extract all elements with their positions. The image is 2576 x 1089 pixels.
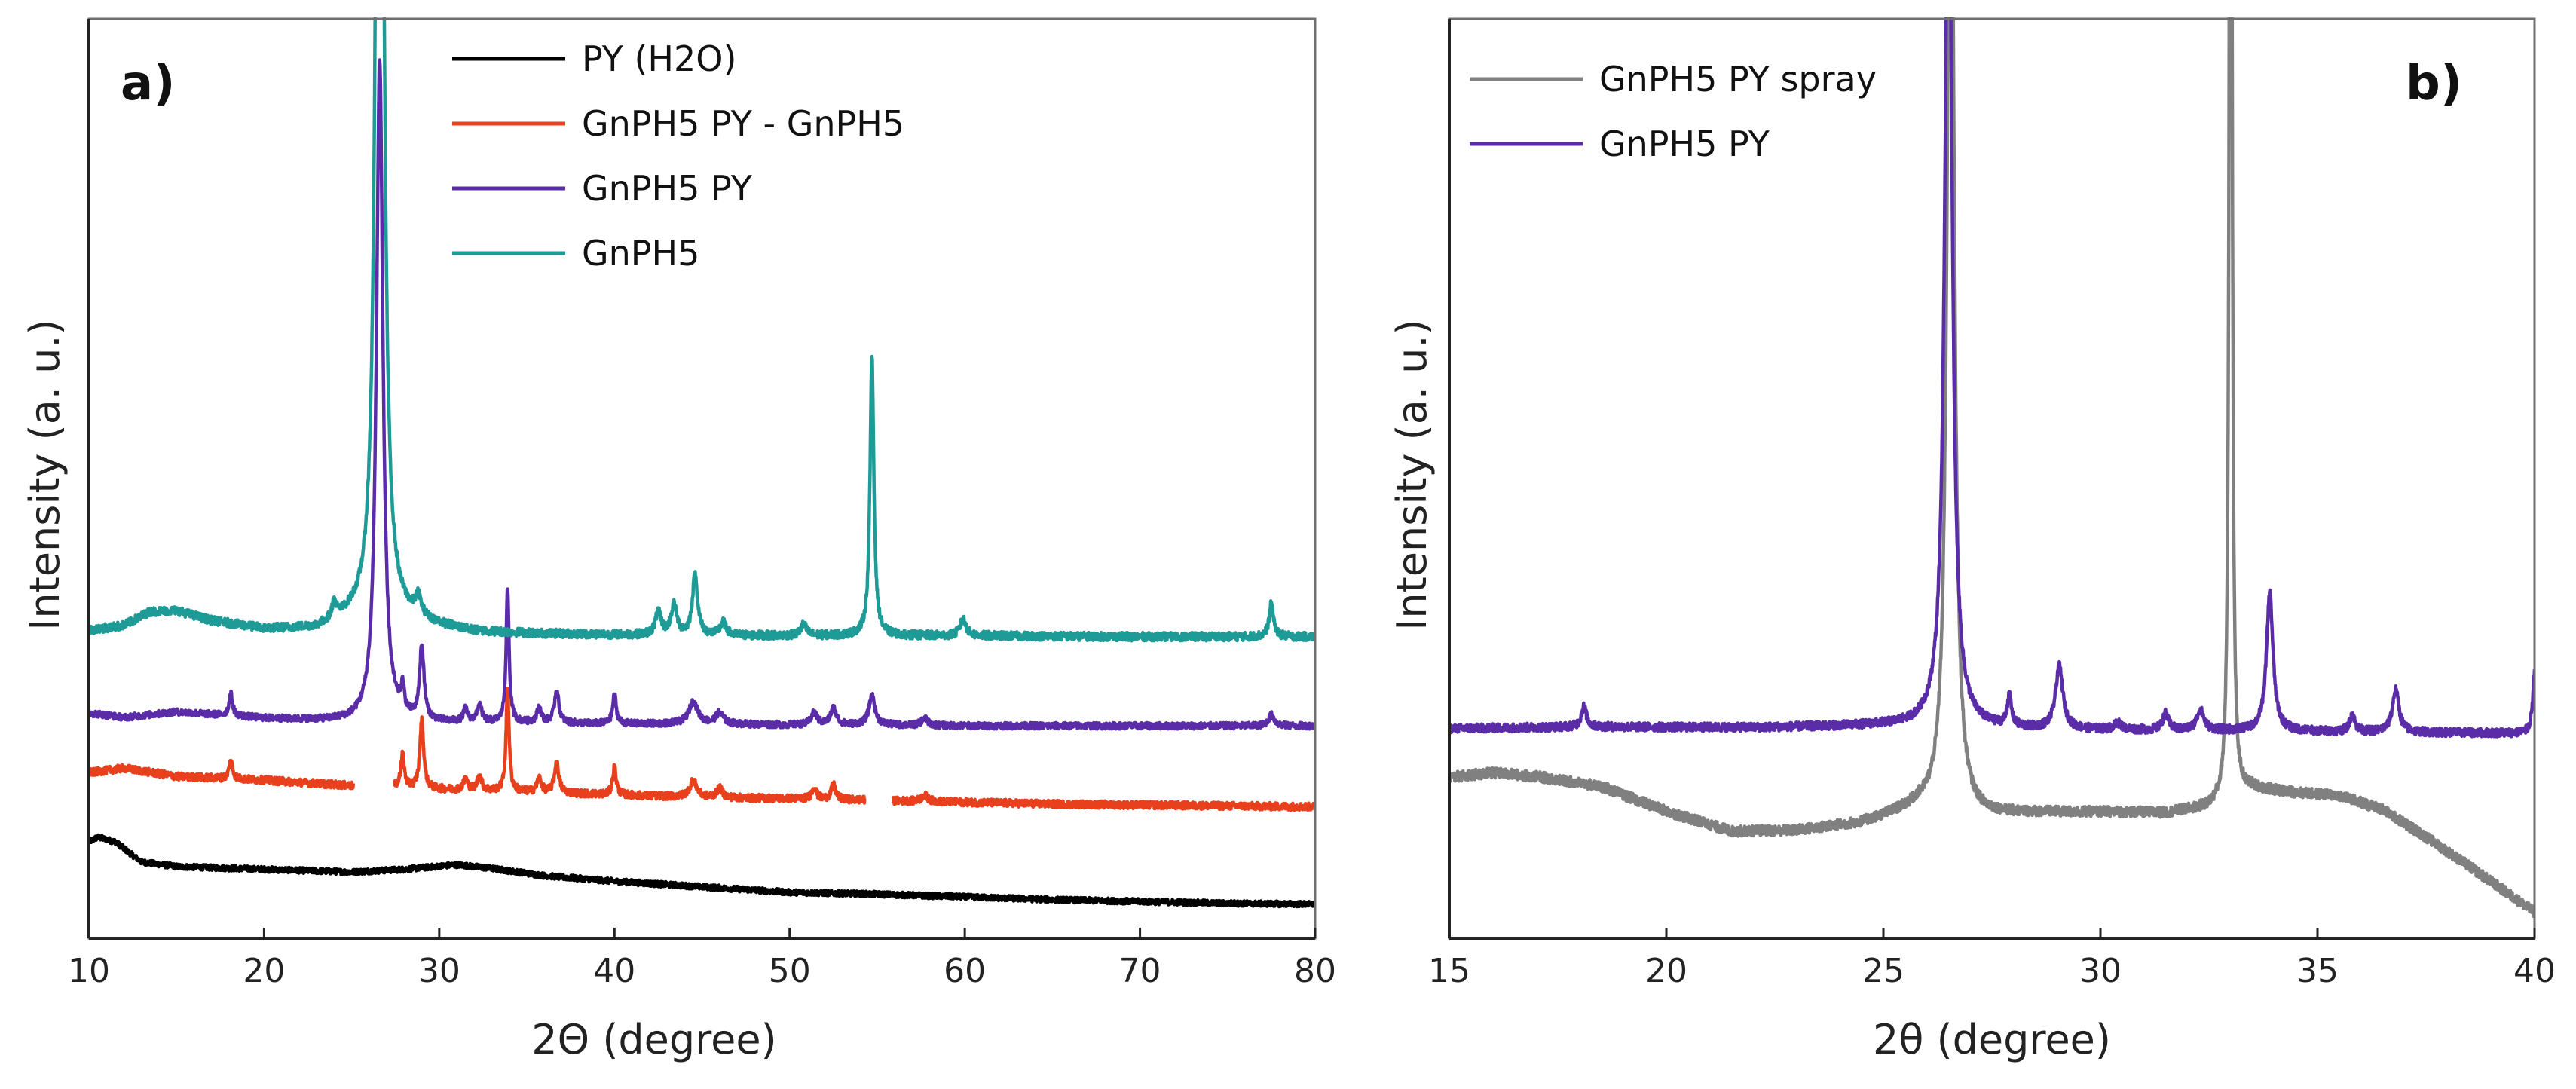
panel-b-y-axis-title: Intensity (a. u.) [1388,319,1436,630]
series-line-gnph5-py-spray [1449,17,2535,919]
series-line-gnph5-py [1449,17,2535,739]
panel-a-label: a) [121,56,175,112]
series-line-gnph5 [89,17,1315,643]
legend-label-gnph5: GnPH5 [582,233,699,274]
panel-b-label: b) [2406,56,2462,112]
legend-label-gnph5-py-spray: GnPH5 PY spray [1599,59,1877,99]
series-line-py-h2o [89,833,1315,909]
x-tick-label: 15 [1428,952,1470,990]
x-tick-label: 35 [2296,952,2339,990]
x-tick-label: 30 [2079,952,2122,990]
x-tick-label: 80 [1294,952,1336,990]
legend-label-gnph5-py: GnPH5 PY [582,168,753,209]
x-tick-label: 60 [944,952,986,990]
panel-b-frame [1448,17,2536,940]
panel-a-traces [89,17,1315,909]
panel-b-x-axis-title: 2θ (degree) [1873,1016,2111,1063]
legend-label-py-h2o: PY (H2O) [582,38,736,79]
panel-b-chart: 15 20 25 30 35 40 GnPH5 PY spray GnPH5 PY b) 2… [1388,17,2556,1063]
panel-b-ticks: 15 20 25 30 35 40 [1428,928,2556,990]
x-tick-label: 10 [68,952,110,990]
panel-a-legend: PY (H2O) GnPH5 PY - GnPH5 GnPH5 PY GnPH5 [452,38,904,274]
x-tick-label: 20 [243,952,285,990]
panel-b-traces [1449,17,2535,919]
x-tick-label: 70 [1119,952,1161,990]
x-tick-label: 50 [769,952,811,990]
legend-label-gnph5-py-gnph5: GnPH5 PY - GnPH5 [582,103,904,144]
series-line-gnph5-py-gnph5 [89,687,1315,812]
panel-a-x-axis-title: 2Θ (degree) [531,1016,776,1063]
legend-label-gnph5-py: GnPH5 PY [1599,124,1770,164]
panel-b-legend: GnPH5 PY spray GnPH5 PY [1470,59,1877,164]
series-line-gnph5-py [89,58,1315,731]
x-tick-label: 40 [2513,952,2556,990]
panel-a-chart: 10 20 30 40 50 60 70 80 PY (H2O) GnPH5 PY - GnPH… [21,17,1336,1063]
panel-a-y-axis-title: Intensity (a. u.) [21,319,69,630]
panel-a-frame [87,17,1317,940]
x-tick-label: 20 [1645,952,1687,990]
x-tick-label: 25 [1862,952,1904,990]
x-tick-label: 30 [418,952,460,990]
x-tick-label: 40 [593,952,635,990]
panel-a-ticks: 10 20 30 40 50 60 70 80 [68,928,1336,990]
